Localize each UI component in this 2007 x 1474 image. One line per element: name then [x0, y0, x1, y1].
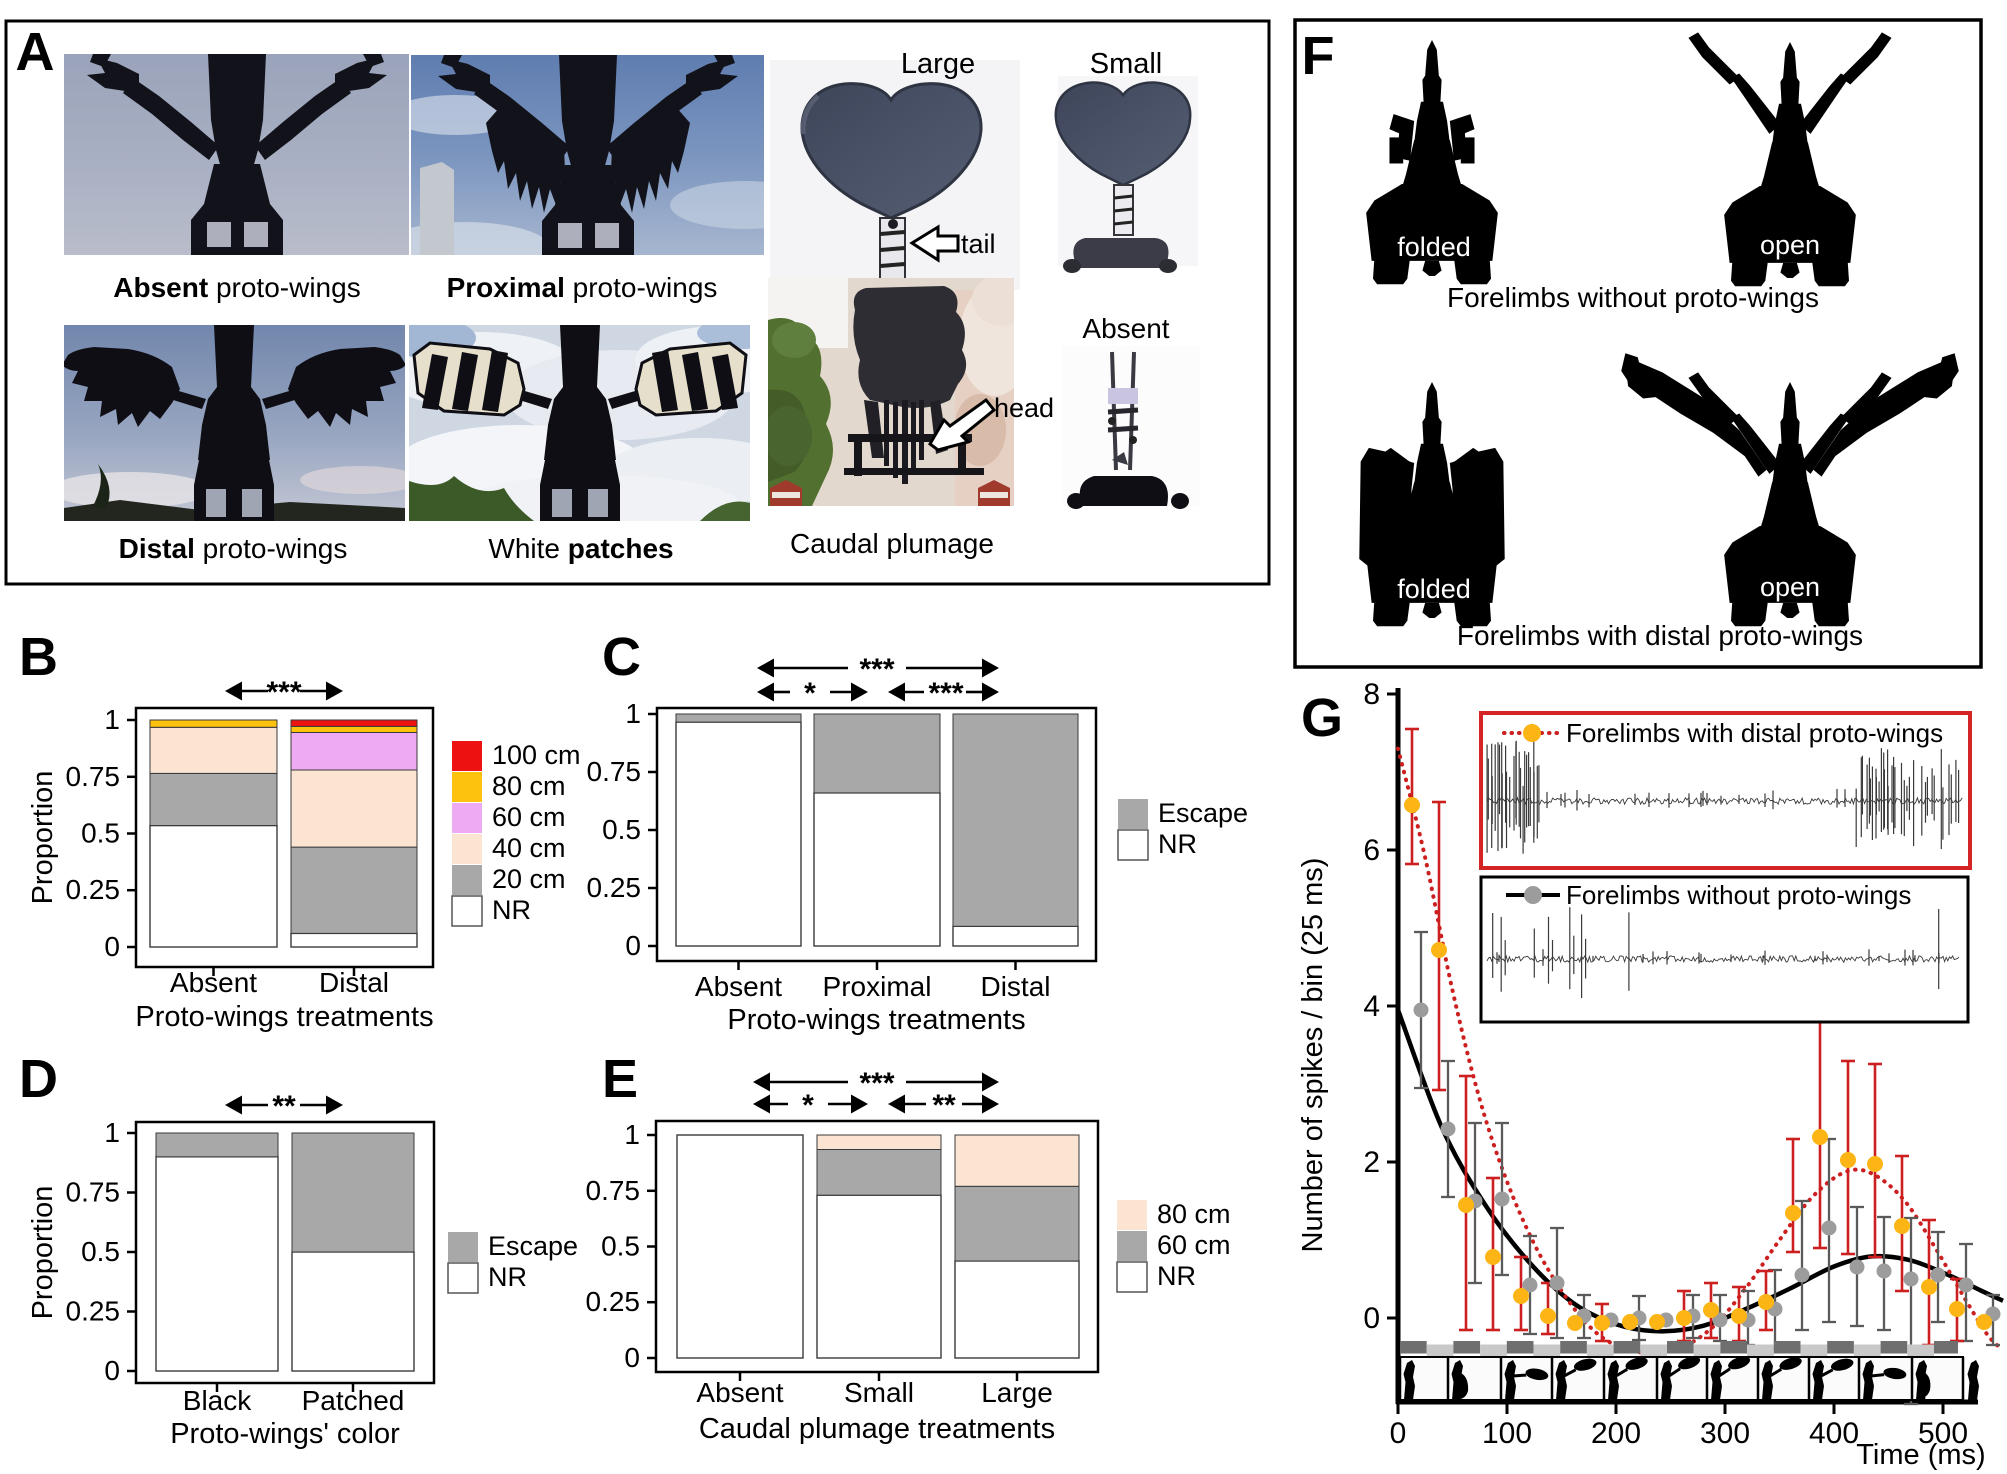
- svg-text:head: head: [994, 393, 1054, 423]
- svg-text:Escape: Escape: [1158, 798, 1248, 828]
- svg-text:Absent: Absent: [1082, 313, 1169, 344]
- svg-text:Proto-wings' color: Proto-wings' color: [170, 1418, 400, 1450]
- svg-text:Patched: Patched: [302, 1385, 405, 1416]
- svg-text:folded: folded: [1397, 232, 1471, 262]
- svg-text:*: *: [802, 1089, 814, 1122]
- svg-text:A: A: [16, 22, 55, 82]
- svg-text:0: 0: [624, 1342, 640, 1373]
- svg-text:60 cm: 60 cm: [1157, 1230, 1231, 1260]
- svg-text:1: 1: [624, 1119, 640, 1150]
- svg-text:0.75: 0.75: [586, 1175, 641, 1206]
- svg-text:open: open: [1760, 572, 1820, 602]
- svg-text:1: 1: [104, 704, 120, 735]
- svg-text:0.25: 0.25: [587, 872, 642, 903]
- svg-text:200: 200: [1591, 1417, 1641, 1450]
- svg-text:B: B: [19, 627, 58, 687]
- svg-text:folded: folded: [1397, 574, 1471, 604]
- svg-text:60 cm: 60 cm: [492, 802, 566, 832]
- svg-text:1: 1: [625, 698, 641, 729]
- svg-text:Large: Large: [901, 48, 975, 80]
- svg-text:NR: NR: [1158, 829, 1197, 859]
- svg-text:400: 400: [1809, 1417, 1859, 1450]
- svg-text:G: G: [1301, 688, 1343, 748]
- svg-text:tail: tail: [961, 229, 996, 259]
- svg-text:Proportion: Proportion: [27, 1186, 59, 1320]
- svg-text:100 cm: 100 cm: [492, 740, 581, 770]
- svg-text:Absent: Absent: [696, 1377, 783, 1408]
- svg-text:6: 6: [1363, 834, 1380, 867]
- svg-text:Forelimbs without proto-wings: Forelimbs without proto-wings: [1447, 282, 1819, 313]
- svg-text:Distal proto-wings: Distal proto-wings: [119, 533, 348, 564]
- svg-text:0.75: 0.75: [66, 761, 121, 792]
- svg-text:8: 8: [1363, 678, 1380, 711]
- svg-text:NR: NR: [1157, 1261, 1196, 1291]
- svg-text:0: 0: [104, 1355, 120, 1386]
- svg-text:NR: NR: [488, 1262, 527, 1292]
- svg-text:***: ***: [928, 677, 963, 710]
- svg-text:0.75: 0.75: [587, 756, 642, 787]
- svg-text:**: **: [932, 1089, 956, 1122]
- svg-text:0.25: 0.25: [66, 1296, 121, 1327]
- svg-text:***: ***: [266, 676, 301, 709]
- svg-text:Number of spikes / bin (25 ms): Number of spikes / bin (25 ms): [1297, 858, 1329, 1253]
- svg-text:2: 2: [1363, 1146, 1380, 1179]
- svg-text:C: C: [602, 627, 641, 687]
- svg-text:Proximal: Proximal: [823, 971, 932, 1002]
- svg-text:open: open: [1760, 230, 1820, 260]
- svg-text:Caudal plumage treatments: Caudal plumage treatments: [699, 1413, 1055, 1445]
- svg-text:*: *: [804, 677, 816, 710]
- svg-text:***: ***: [859, 653, 894, 686]
- svg-text:1: 1: [104, 1117, 120, 1148]
- svg-text:F: F: [1302, 26, 1335, 86]
- svg-text:Absent: Absent: [170, 967, 257, 998]
- svg-text:Proto-wings treatments: Proto-wings treatments: [135, 1001, 433, 1033]
- svg-text:Proximal proto-wings: Proximal proto-wings: [447, 272, 718, 303]
- svg-text:0.5: 0.5: [601, 1231, 640, 1262]
- svg-text:Black: Black: [183, 1385, 252, 1416]
- svg-text:0.5: 0.5: [81, 1236, 120, 1267]
- svg-text:0.5: 0.5: [602, 814, 641, 845]
- svg-text:300: 300: [1700, 1417, 1750, 1450]
- svg-text:0: 0: [1390, 1417, 1407, 1450]
- svg-text:Time (ms): Time (ms): [1856, 1439, 1985, 1471]
- svg-text:Escape: Escape: [488, 1231, 578, 1261]
- svg-text:0: 0: [625, 930, 641, 961]
- svg-text:NR: NR: [492, 895, 531, 925]
- svg-text:***: ***: [859, 1067, 894, 1100]
- svg-text:80 cm: 80 cm: [492, 771, 566, 801]
- svg-text:0: 0: [1363, 1302, 1380, 1335]
- svg-text:4: 4: [1363, 990, 1380, 1023]
- svg-text:Proportion: Proportion: [27, 771, 59, 905]
- svg-text:Caudal plumage: Caudal plumage: [790, 528, 994, 559]
- svg-text:Forelimbs with distal proto-wi: Forelimbs with distal proto-wings: [1457, 620, 1863, 651]
- svg-text:500: 500: [1918, 1417, 1968, 1450]
- svg-text:0.25: 0.25: [586, 1286, 641, 1317]
- svg-text:0.75: 0.75: [66, 1177, 121, 1208]
- svg-text:White patches: White patches: [488, 533, 673, 564]
- svg-text:Absent proto-wings: Absent proto-wings: [113, 272, 360, 303]
- svg-text:20 cm: 20 cm: [492, 864, 566, 894]
- svg-text:Small: Small: [1090, 48, 1163, 80]
- svg-text:Distal: Distal: [319, 967, 389, 998]
- svg-text:Absent: Absent: [695, 971, 782, 1002]
- svg-text:Distal: Distal: [980, 971, 1050, 1002]
- svg-text:Forelimbs with distal proto-wi: Forelimbs with distal proto-wings: [1566, 718, 1943, 748]
- svg-text:Proto-wings treatments: Proto-wings treatments: [727, 1004, 1025, 1036]
- svg-text:40 cm: 40 cm: [492, 833, 566, 863]
- svg-text:0.5: 0.5: [81, 818, 120, 849]
- svg-text:0.25: 0.25: [66, 874, 121, 905]
- svg-text:D: D: [19, 1049, 58, 1109]
- svg-text:Small: Small: [844, 1377, 914, 1408]
- svg-text:0: 0: [104, 931, 120, 962]
- svg-text:80 cm: 80 cm: [1157, 1199, 1231, 1229]
- svg-text:**: **: [272, 1090, 296, 1123]
- svg-text:Forelimbs without proto-wings: Forelimbs without proto-wings: [1566, 880, 1911, 910]
- svg-text:Large: Large: [981, 1377, 1053, 1408]
- svg-text:E: E: [602, 1049, 638, 1109]
- svg-text:100: 100: [1482, 1417, 1532, 1450]
